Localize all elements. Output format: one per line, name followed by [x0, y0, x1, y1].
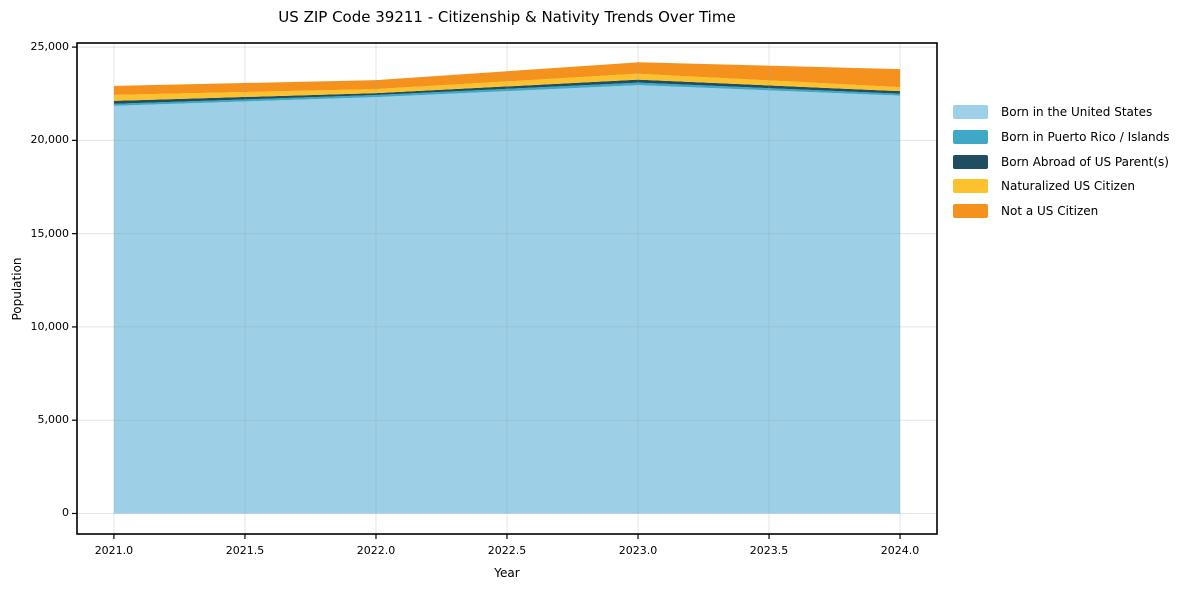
y-tick-label: 0: [62, 506, 69, 520]
x-tick-label: 2023.0: [618, 544, 658, 557]
legend-label: Born Abroad of US Parent(s): [1001, 154, 1169, 169]
area-series-0: [113, 85, 901, 514]
x-axis-label: Year: [494, 566, 520, 580]
x-tick-label: 2021.0: [94, 544, 134, 557]
area-series-4: [113, 62, 901, 95]
legend-item: Naturalized US Citizen: [953, 174, 1170, 199]
legend-swatch-icon: [953, 179, 988, 194]
x-tick-label: 2021.5: [225, 544, 265, 557]
chart-title: US ZIP Code 39211 - Citizenship & Nativi…: [278, 8, 736, 26]
x-tick-label: 2022.5: [487, 544, 527, 557]
y-tick-label: 25,000: [30, 40, 70, 54]
legend-label: Not a US Citizen: [1001, 204, 1099, 219]
legend-label: Naturalized US Citizen: [1001, 179, 1135, 194]
legend-swatch-icon: [953, 154, 988, 169]
y-tick-label: 5,000: [37, 413, 70, 427]
y-tick-label: 10,000: [30, 319, 70, 333]
legend-label: Born in the United States: [1001, 105, 1153, 120]
legend-label: Born in Puerto Rico / Islands: [1001, 130, 1170, 145]
legend-swatch-icon: [953, 105, 988, 120]
x-tick-label: 2022.0: [356, 544, 396, 557]
legend: Born in the United States Born in Puerto …: [953, 100, 1170, 223]
x-tick-label: 2023.5: [749, 544, 789, 557]
legend-item: Born in the United States: [953, 100, 1170, 125]
y-tick-label: 15,000: [30, 226, 70, 240]
legend-item: Not a US Citizen: [953, 199, 1170, 224]
legend-swatch-icon: [953, 130, 988, 145]
legend-item: Born Abroad of US Parent(s): [953, 149, 1170, 174]
legend-swatch-icon: [953, 204, 988, 219]
x-tick-label: 2024.0: [880, 544, 920, 557]
y-axis-label: Population: [10, 257, 24, 321]
area-series-3: [113, 73, 901, 101]
y-tick-label: 20,000: [30, 133, 70, 147]
legend-item: Born in Puerto Rico / Islands: [953, 125, 1170, 150]
